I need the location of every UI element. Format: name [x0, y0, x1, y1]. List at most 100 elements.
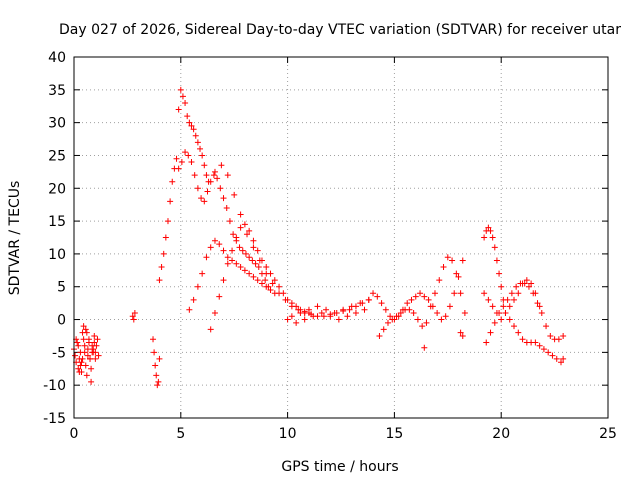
series-hump2 [175, 149, 272, 290]
data-point [327, 313, 334, 320]
data-point [74, 339, 81, 346]
data-point [204, 188, 211, 195]
data-point [487, 329, 494, 336]
data-point [129, 313, 136, 320]
data-point [493, 257, 500, 264]
y-tick-labels: -15 -10 -5 0 5 10 15 20 25 30 35 40 [43, 50, 66, 427]
data-point [153, 372, 160, 379]
data-point [404, 300, 411, 307]
data-point [188, 159, 195, 166]
data-point [241, 267, 248, 274]
data-point [534, 300, 541, 307]
data-point [380, 326, 387, 333]
data-point [242, 250, 249, 257]
data-point [425, 296, 432, 303]
data-point [82, 326, 89, 333]
data-point [182, 149, 189, 156]
data-point [226, 218, 233, 225]
data-point [167, 198, 174, 205]
data-point [555, 336, 562, 343]
data-point [233, 234, 240, 241]
data-point [397, 309, 404, 316]
data-point [188, 122, 195, 129]
y-tick-label: 25 [48, 148, 66, 164]
data-point [276, 283, 283, 290]
data-point [515, 329, 522, 336]
data-point [378, 300, 385, 307]
data-point [323, 306, 330, 313]
data-point [384, 319, 391, 326]
data-point [81, 349, 88, 356]
data-point [192, 132, 199, 139]
data-point [387, 313, 394, 320]
data-point [365, 296, 372, 303]
data-point [214, 175, 221, 182]
data-point [210, 172, 217, 179]
data-point [78, 359, 85, 366]
data-point [194, 283, 201, 290]
data-point [237, 264, 244, 271]
data-point [267, 287, 274, 294]
data-point [331, 309, 338, 316]
data-point [262, 277, 269, 284]
data-point [515, 290, 522, 297]
data-point [485, 296, 492, 303]
data-point [217, 185, 224, 192]
grid-lines [74, 57, 608, 418]
data-point [532, 290, 539, 297]
data-point [263, 264, 270, 271]
data-point [408, 296, 415, 303]
data-point [389, 316, 396, 323]
data-point [293, 303, 300, 310]
data-point [449, 257, 456, 264]
data-point [203, 172, 210, 179]
data-points [71, 86, 567, 389]
data-point [361, 306, 368, 313]
y-tick-label: -5 [52, 345, 66, 361]
data-point [451, 290, 458, 297]
series-late3 [481, 277, 543, 323]
data-point [249, 257, 256, 264]
data-point [553, 355, 560, 362]
data-point [491, 319, 498, 326]
data-point [393, 313, 400, 320]
data-point [280, 290, 287, 297]
data-point [320, 313, 327, 320]
data-point [92, 355, 99, 362]
data-point [179, 93, 186, 100]
data-point [78, 369, 85, 376]
series-rise2 [207, 221, 312, 333]
y-tick-label: 35 [48, 83, 66, 99]
data-point [536, 342, 543, 349]
series-outliers [421, 329, 466, 351]
data-point [150, 336, 157, 343]
series-late [481, 224, 567, 366]
y-tick-label: 30 [48, 116, 66, 132]
data-point [178, 159, 185, 166]
series-early [71, 323, 102, 385]
data-point [237, 211, 244, 218]
data-point [536, 303, 543, 310]
data-point [207, 326, 214, 333]
data-point [271, 277, 278, 284]
axis-ticks [73, 56, 609, 419]
data-point [156, 277, 163, 284]
data-point [442, 313, 449, 320]
data-point [414, 316, 421, 323]
data-point [376, 332, 383, 339]
data-point [352, 309, 359, 316]
data-point [481, 234, 488, 241]
data-point [175, 165, 182, 172]
y-axis-label: SDTVAR / TECUs [7, 181, 23, 296]
data-point [82, 362, 89, 369]
data-point [233, 260, 240, 267]
data-point [459, 257, 466, 264]
data-point [434, 309, 441, 316]
data-point [335, 316, 342, 323]
data-point [370, 290, 377, 297]
data-point [131, 309, 138, 316]
series-descent [205, 162, 372, 320]
data-point [164, 218, 171, 225]
data-point [80, 323, 87, 330]
